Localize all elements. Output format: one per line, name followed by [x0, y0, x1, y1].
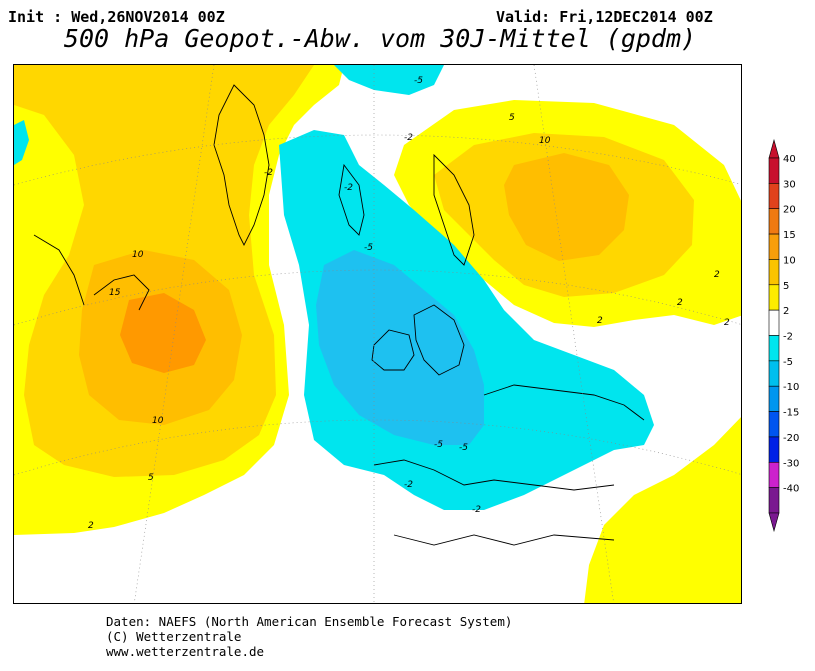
contour-label: -2: [404, 480, 413, 490]
legend-tick-label: 30: [783, 179, 796, 190]
contour-label: -5: [434, 440, 443, 450]
contour-label: 5: [509, 113, 515, 123]
legend-tick-label: 40: [783, 154, 796, 165]
legend-tick-label: -15: [783, 408, 799, 419]
contour-label: 10: [152, 416, 164, 426]
legend-bar: 40 30 20 15 10 5 2 -2 -5 -10 -15 -20 -30 -40: [768, 138, 799, 533]
contour-label: -5: [459, 443, 468, 453]
data-source-line: Daten: NAEFS (North American Ensemble Fo…: [106, 614, 513, 629]
negative-anomaly-europe-5: [316, 250, 484, 445]
positive-anomaly-southeast: [584, 417, 741, 603]
contour-label: 15: [109, 288, 121, 298]
legend-labels: 40 30 20 15 10 5 2 -2 -5 -10 -15 -20 -30 -40: [783, 154, 799, 495]
legend-cell: [768, 233, 780, 260]
legend-tick-label: -2: [783, 332, 793, 343]
legend-tick-label: 15: [783, 230, 796, 241]
legend-cell: [768, 461, 780, 488]
legend-tick-label: -20: [783, 433, 799, 444]
contour-label: 10: [539, 136, 551, 146]
legend-tick-label: 2: [783, 306, 789, 317]
negative-anomaly-canada: [14, 120, 29, 165]
legend-cell: [768, 157, 780, 184]
legend-tick-label: 10: [783, 255, 796, 266]
contour-labels: -5 -2 5 10 2 2 -2 10 15 10 5 2 -5 -5 -5 …: [88, 76, 730, 531]
contour-label: -2: [264, 168, 273, 178]
legend-cell: [768, 335, 780, 362]
map-title: 500 hPa Geopot.-Abw. vom 30J-Mittel (gpd…: [63, 24, 697, 53]
contour-label: -5: [414, 76, 423, 86]
website-link[interactable]: www.wetterzentrale.de: [106, 644, 265, 659]
legend-bottom-arrow: [768, 512, 780, 533]
positive-anomaly-west-15: [120, 293, 206, 373]
contour-label: 10: [132, 250, 144, 260]
graticule: [14, 65, 741, 603]
legend-cell: [768, 309, 780, 336]
contour-label: 2: [677, 298, 683, 308]
legend-cell: [768, 487, 780, 514]
legend-cells: [768, 138, 780, 533]
legend-top-arrow: [768, 138, 780, 159]
contour-label: -2: [404, 133, 413, 143]
legend-cell: [768, 208, 780, 235]
contour-label: -2: [344, 183, 353, 193]
contour-label: -5: [364, 243, 373, 253]
legend-tick-label: -40: [783, 484, 799, 495]
color-legend: 40 30 20 15 10 5 2 -2 -5 -10 -15 -20 -30 -40: [765, 138, 815, 538]
legend-cell: [768, 183, 780, 210]
legend-cell: [768, 360, 780, 387]
legend-cell: [768, 436, 780, 463]
contour-label: 2: [597, 316, 603, 326]
legend-tick-label: -10: [783, 382, 799, 393]
legend-cell: [768, 385, 780, 412]
init-time-label: Init : Wed,26NOV2014 00Z: [8, 8, 225, 26]
map-canvas: -5 -2 5 10 2 2 -2 10 15 10 5 2 -5 -5 -5 …: [14, 65, 741, 603]
contour-label: 2: [724, 318, 730, 328]
legend-cell: [768, 284, 780, 311]
contour-label: 2: [88, 521, 94, 531]
legend-tick-label: 5: [783, 281, 789, 292]
legend-tick-label: -30: [783, 458, 799, 469]
contour-label: -2: [472, 505, 481, 515]
legend-tick-label: -5: [783, 357, 793, 368]
contour-label: 5: [148, 473, 154, 483]
anomaly-map: -5 -2 5 10 2 2 -2 10 15 10 5 2 -5 -5 -5 …: [13, 64, 742, 604]
coastlines: [33, 84, 645, 546]
legend-cell: [768, 259, 780, 286]
negative-anomaly-arctic: [334, 65, 444, 95]
contour-label: 2: [714, 270, 720, 280]
legend-cell: [768, 411, 780, 438]
footer-credits: Daten: NAEFS (North American Ensemble Fo…: [106, 614, 512, 659]
legend-tick-label: 20: [783, 205, 796, 216]
positive-anomaly-east-10: [504, 153, 629, 261]
valid-time-label: Valid: Fri,12DEC2014 00Z: [496, 8, 713, 26]
copyright-line: (C) Wetterzentrale: [106, 629, 242, 644]
